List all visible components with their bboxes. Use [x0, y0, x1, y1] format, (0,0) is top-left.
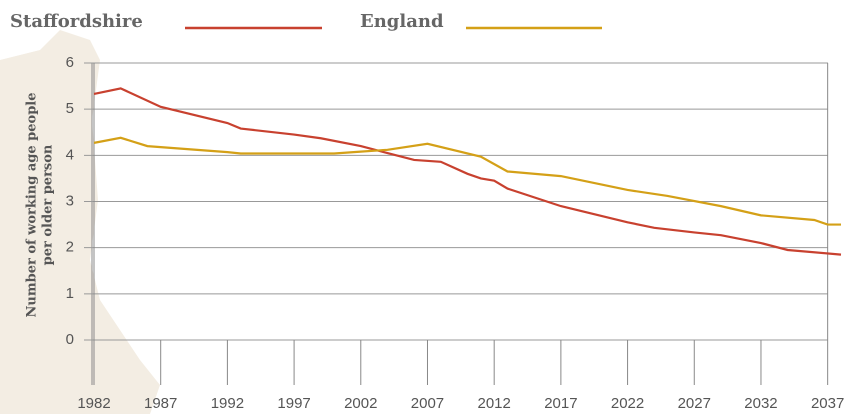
x-tick-label: 2037 — [811, 395, 844, 412]
x-tick-label: 1992 — [211, 395, 244, 412]
x-tick-label: 2012 — [477, 395, 510, 412]
x-tick-label: 2022 — [611, 395, 644, 412]
y-axis-label: per older person — [41, 144, 56, 265]
y-tick-label: 2 — [66, 239, 74, 256]
legend-label: England — [360, 11, 444, 32]
data-line — [93, 136, 841, 226]
data-line — [93, 87, 842, 256]
y-tick-label: 0 — [66, 331, 74, 348]
x-tick-label: 2007 — [411, 395, 444, 412]
x-tick-label: 1997 — [277, 395, 310, 412]
y-tick-label: 5 — [66, 100, 74, 117]
x-tick-label: 2017 — [544, 395, 577, 412]
y-axis-label: Number of working age people — [25, 93, 40, 318]
x-tick-label: 2027 — [678, 395, 711, 412]
y-tick-label: 6 — [66, 54, 74, 71]
x-tick-label: 1982 — [77, 395, 110, 412]
background-map — [0, 30, 160, 414]
x-tick-label: 1987 — [144, 395, 177, 412]
y-tick-label: 4 — [66, 146, 74, 163]
y-tick-label: 1 — [66, 285, 74, 302]
x-tick-label: 2032 — [744, 395, 777, 412]
y-tick-label: 3 — [66, 192, 74, 209]
legend-label: Staffordshire — [10, 11, 143, 32]
x-tick-label: 2002 — [344, 395, 377, 412]
